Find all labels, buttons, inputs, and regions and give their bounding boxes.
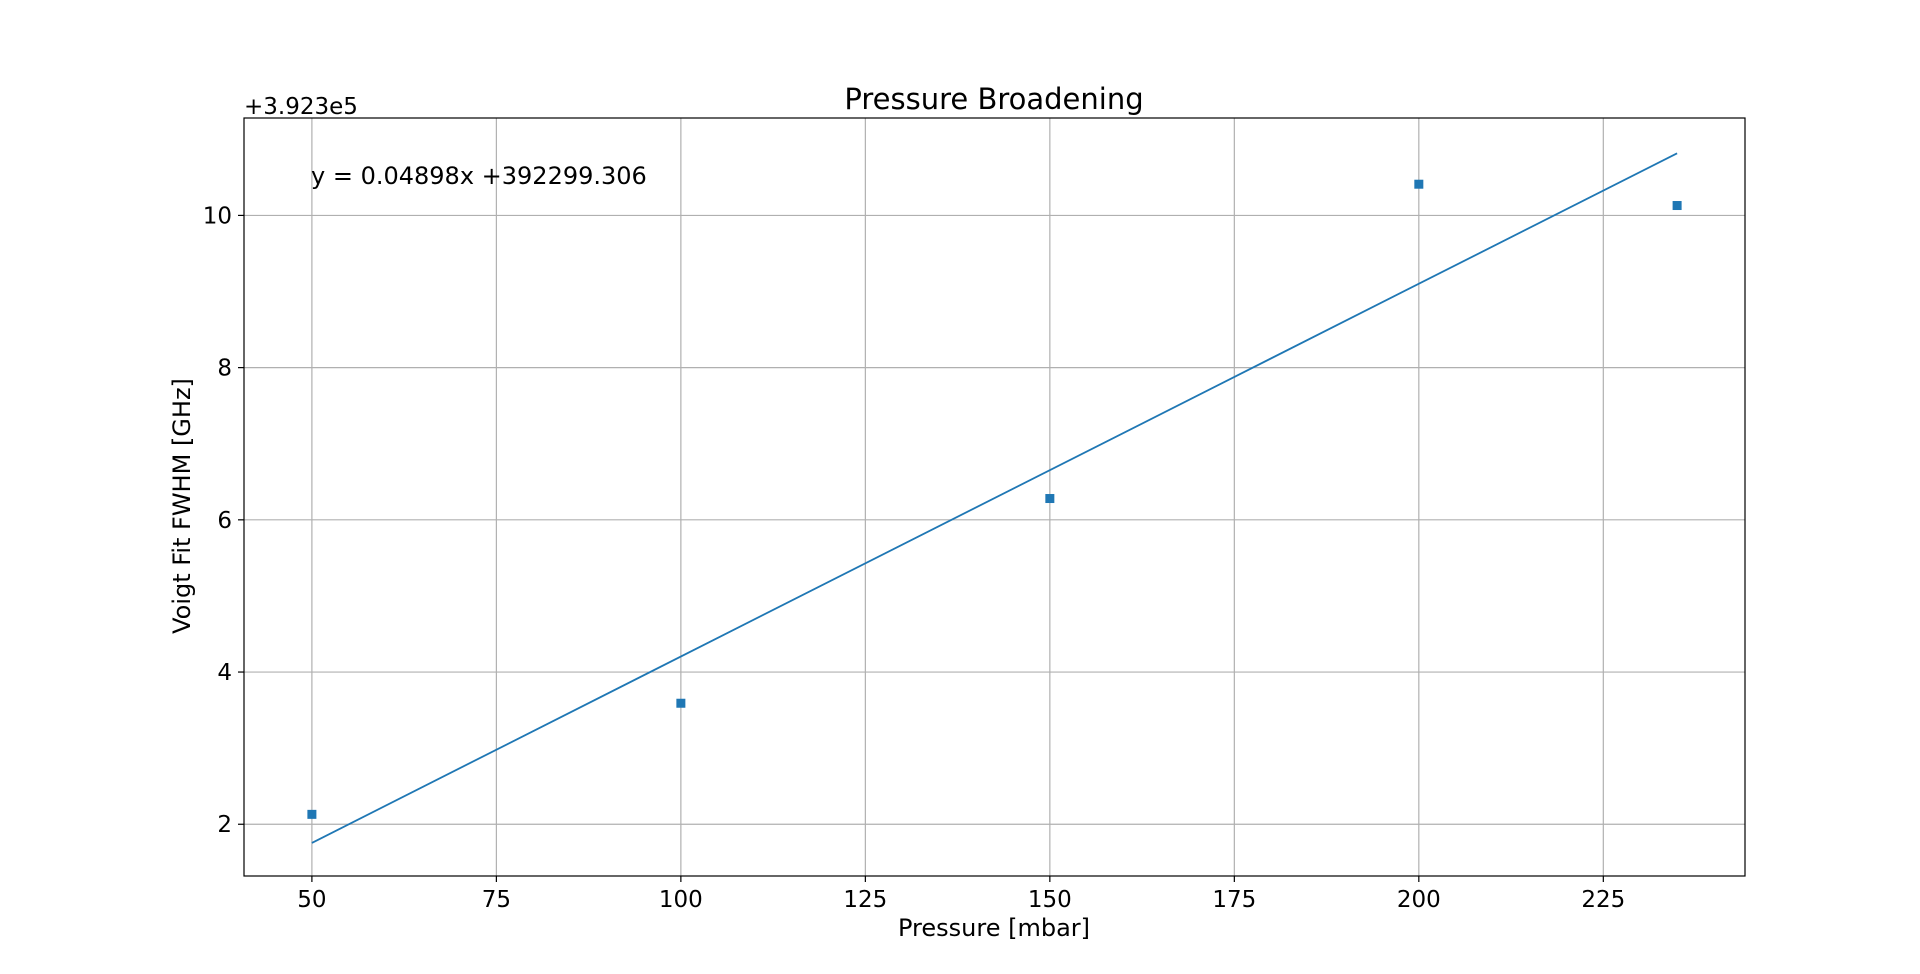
x-tick-label: 225 — [1581, 887, 1625, 913]
y-tick-label: 4 — [217, 660, 232, 686]
data-point — [1045, 494, 1055, 504]
x-tick-label: 75 — [482, 887, 511, 913]
x-axis-ticks: 50 75 100 125 150 175 200 225 — [297, 876, 1625, 913]
x-axis-label: Pressure [mbar] — [898, 914, 1090, 942]
y-tick-label: 6 — [217, 508, 232, 534]
x-tick-label: 200 — [1397, 887, 1441, 913]
chart-title: Pressure Broadening — [844, 82, 1143, 116]
data-point — [1414, 179, 1424, 189]
data-point — [307, 809, 317, 819]
y-tick-label: 8 — [217, 356, 232, 382]
data-point — [676, 698, 686, 708]
y-tick-label: 2 — [217, 812, 232, 838]
fit-line-layer — [311, 152, 1678, 844]
x-tick-label: 125 — [843, 887, 887, 913]
data-point — [1672, 201, 1682, 211]
x-tick-label: 100 — [659, 887, 703, 913]
x-tick-label: 175 — [1212, 887, 1256, 913]
x-tick-label: 150 — [1028, 887, 1072, 913]
plot-frame — [243, 117, 1746, 877]
fit-equation-annotation: y = 0.04898x +392299.306 — [311, 162, 647, 190]
y-axis-ticks: 2 4 6 8 10 — [203, 203, 244, 838]
y-axis-offset-label: +3.923e5 — [244, 94, 358, 120]
fit-line — [311, 152, 1678, 844]
y-axis-label: Voigt Fit FWHM [GHz] — [168, 378, 196, 634]
data-points — [307, 179, 1682, 819]
x-tick-label: 50 — [297, 887, 326, 913]
y-tick-label: 10 — [203, 203, 232, 229]
